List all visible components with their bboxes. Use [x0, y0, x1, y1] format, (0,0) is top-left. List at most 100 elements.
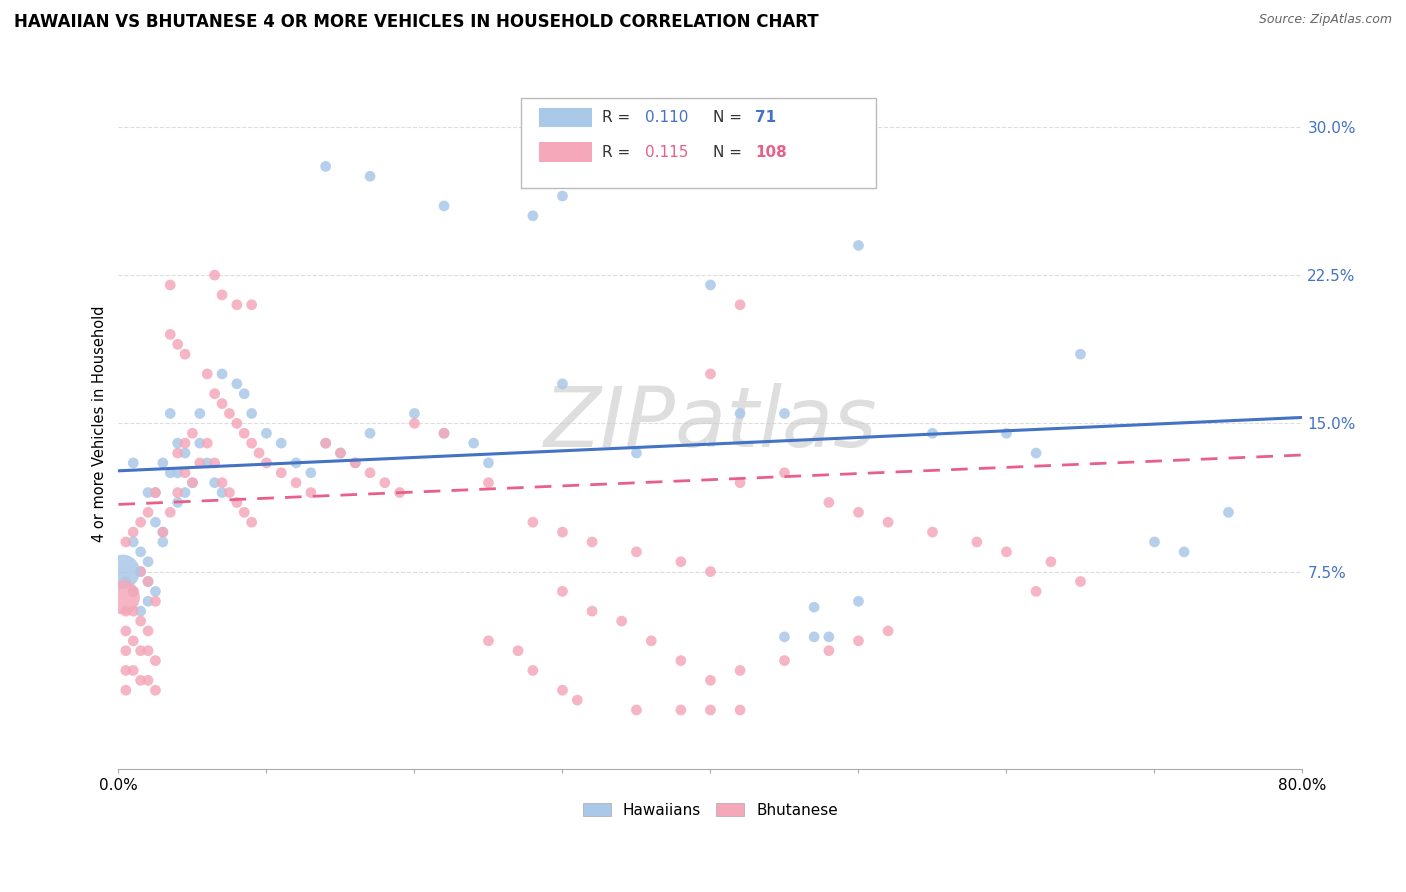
Text: HAWAIIAN VS BHUTANESE 4 OR MORE VEHICLES IN HOUSEHOLD CORRELATION CHART: HAWAIIAN VS BHUTANESE 4 OR MORE VEHICLES…: [14, 13, 818, 31]
Point: [122, 584, 145, 599]
Point: [211, 288, 233, 302]
Point: [122, 584, 145, 599]
Point: [728, 298, 751, 312]
Point: [1039, 555, 1062, 569]
Bar: [522, 98, 876, 188]
Point: [188, 407, 211, 421]
Point: [1173, 545, 1195, 559]
Point: [174, 347, 197, 361]
Point: [433, 199, 456, 213]
Point: [195, 456, 218, 470]
Point: [773, 466, 796, 480]
Point: [433, 426, 456, 441]
Point: [145, 594, 167, 608]
Point: [166, 436, 188, 450]
Point: [225, 376, 247, 391]
Point: [359, 426, 381, 441]
Point: [803, 600, 825, 615]
Point: [145, 485, 167, 500]
Point: [166, 485, 188, 500]
Point: [315, 436, 337, 450]
Point: [315, 160, 337, 174]
Point: [240, 298, 263, 312]
Point: [626, 545, 648, 559]
Point: [166, 466, 188, 480]
Bar: [538, 143, 592, 161]
Point: [728, 664, 751, 678]
Point: [388, 485, 411, 500]
Point: [299, 485, 322, 500]
Point: [174, 446, 197, 460]
Point: [699, 367, 721, 381]
Point: [256, 456, 278, 470]
Point: [152, 456, 174, 470]
Point: [699, 673, 721, 688]
Point: [728, 407, 751, 421]
Point: [136, 624, 159, 638]
Point: [818, 495, 841, 509]
Point: [174, 466, 197, 480]
Point: [626, 446, 648, 460]
Point: [188, 436, 211, 450]
Point: [359, 466, 381, 480]
Point: [136, 594, 159, 608]
Point: [773, 654, 796, 668]
Point: [581, 604, 603, 618]
Point: [115, 643, 138, 657]
Point: [610, 614, 633, 628]
Text: N =: N =: [713, 145, 747, 160]
Point: [145, 485, 167, 500]
Point: [115, 574, 138, 589]
Point: [174, 485, 197, 500]
Point: [129, 545, 152, 559]
Point: [129, 565, 152, 579]
Point: [522, 515, 544, 529]
Point: [159, 407, 181, 421]
Point: [204, 268, 226, 282]
Point: [122, 525, 145, 540]
Point: [240, 515, 263, 529]
Point: [204, 386, 226, 401]
Point: [773, 630, 796, 644]
Point: [152, 535, 174, 549]
Point: [181, 475, 204, 490]
Point: [877, 624, 900, 638]
Bar: [538, 108, 592, 128]
Point: [344, 456, 367, 470]
Text: 0.115: 0.115: [645, 145, 689, 160]
Point: [136, 555, 159, 569]
Point: [818, 643, 841, 657]
Point: [299, 466, 322, 480]
Point: [122, 664, 145, 678]
Point: [225, 417, 247, 431]
Point: [111, 591, 134, 605]
Point: [329, 446, 352, 460]
Point: [477, 475, 499, 490]
Point: [129, 643, 152, 657]
Text: R =: R =: [602, 110, 634, 125]
Point: [136, 643, 159, 657]
Point: [995, 426, 1018, 441]
Point: [699, 278, 721, 293]
Text: R =: R =: [602, 145, 634, 160]
Point: [218, 485, 240, 500]
Point: [159, 505, 181, 519]
Point: [115, 683, 138, 698]
Point: [1218, 505, 1240, 519]
Point: [803, 630, 825, 644]
Point: [551, 683, 574, 698]
Point: [159, 327, 181, 342]
Point: [848, 505, 870, 519]
Point: [195, 436, 218, 450]
Point: [115, 535, 138, 549]
Point: [581, 535, 603, 549]
Point: [129, 604, 152, 618]
Point: [211, 396, 233, 410]
Point: [145, 654, 167, 668]
Point: [270, 466, 292, 480]
Point: [551, 376, 574, 391]
Point: [159, 278, 181, 293]
Point: [181, 475, 204, 490]
Point: [773, 407, 796, 421]
Point: [111, 565, 134, 579]
